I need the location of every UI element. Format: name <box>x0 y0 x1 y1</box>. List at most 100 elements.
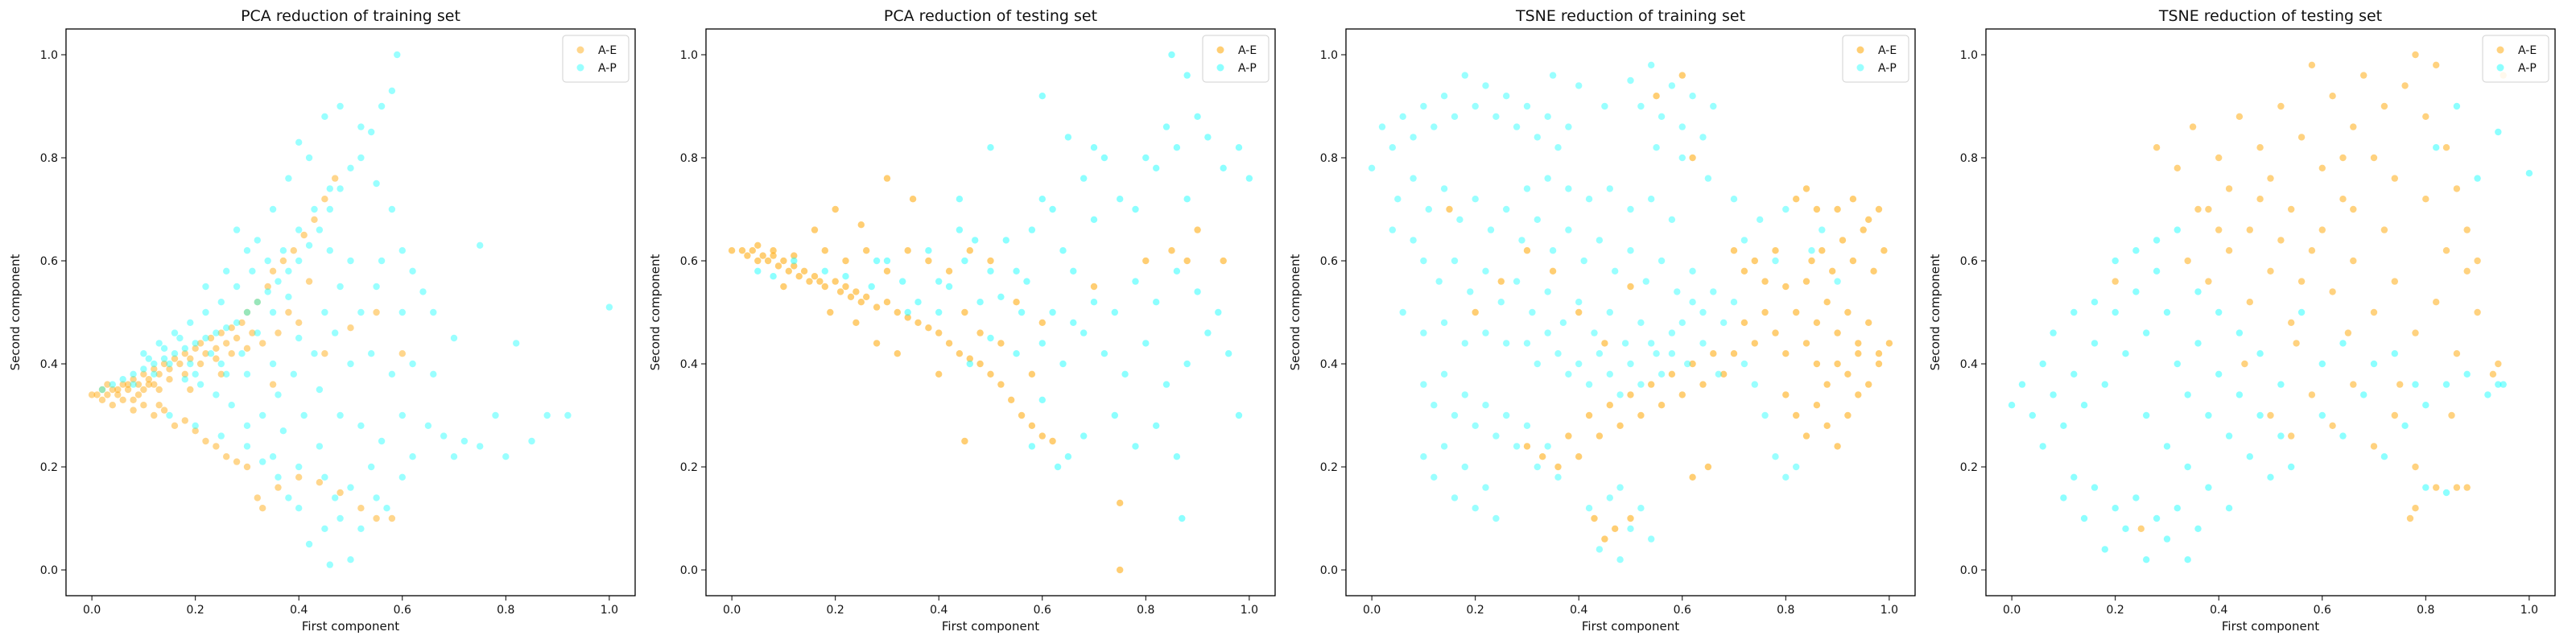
data-point <box>791 252 798 259</box>
data-point <box>1534 360 1542 368</box>
data-point <box>223 340 230 347</box>
legend: A-E A-P <box>2482 35 2549 83</box>
data-point <box>166 411 173 419</box>
data-point <box>140 365 147 373</box>
data-point <box>1575 453 1583 460</box>
data-point <box>192 422 199 429</box>
data-point <box>987 267 994 275</box>
data-point <box>98 396 106 403</box>
data-point <box>1049 437 1056 445</box>
data-point <box>1518 237 1525 244</box>
data-point <box>2235 113 2244 120</box>
data-point <box>1492 113 1500 120</box>
data-point <box>130 381 137 388</box>
data-point <box>1627 247 1634 254</box>
data-point <box>336 185 344 192</box>
data-point <box>1080 175 1088 182</box>
data-point <box>1627 360 1634 368</box>
data-point <box>904 308 911 316</box>
data-point <box>2370 443 2378 450</box>
data-point <box>2267 175 2274 182</box>
data-point <box>1117 499 1124 506</box>
data-point <box>2525 170 2533 177</box>
data-point <box>1013 267 1020 275</box>
data-point <box>2163 535 2171 543</box>
data-point <box>2442 381 2450 388</box>
data-point <box>1823 381 1831 388</box>
data-point <box>243 370 251 378</box>
data-point <box>326 561 333 568</box>
data-point <box>1818 226 1826 233</box>
data-point <box>238 319 246 326</box>
data-point <box>1596 546 1604 553</box>
y-axis-label: Second component <box>8 254 23 370</box>
data-point <box>321 473 328 481</box>
data-point <box>1813 205 1821 213</box>
data-point <box>2137 525 2145 532</box>
data-point <box>2060 494 2067 502</box>
data-point <box>233 334 241 342</box>
data-point <box>1710 350 1717 357</box>
data-point <box>213 329 220 336</box>
data-point <box>171 329 179 336</box>
data-point <box>2163 443 2171 450</box>
data-point <box>1503 411 1510 419</box>
data-point <box>336 514 344 522</box>
data-point <box>1612 525 1619 532</box>
y-tick-label: 1.0 <box>1960 49 1978 62</box>
data-point <box>883 175 891 182</box>
data-point <box>109 381 116 388</box>
data-point <box>1621 340 1629 347</box>
data-point <box>243 247 251 254</box>
x-tick-label: 0.4 <box>930 604 947 617</box>
legend-marker-a-e <box>576 46 584 54</box>
x-tick-label: 0.2 <box>2107 604 2124 617</box>
data-point <box>728 247 736 254</box>
data-point <box>1420 453 1427 460</box>
data-point <box>1461 463 1469 471</box>
data-point <box>2241 360 2248 368</box>
data-point <box>2422 196 2429 203</box>
data-point <box>1653 93 1660 100</box>
data-point <box>233 283 241 291</box>
data-point <box>1554 463 1562 471</box>
legend-label-a-p: A-P <box>598 62 617 75</box>
data-point <box>1235 411 1243 419</box>
data-point <box>217 360 225 368</box>
chart-title: TSNE reduction of training set <box>1515 7 1745 25</box>
data-point <box>1565 185 1572 192</box>
data-point <box>285 293 292 300</box>
data-point <box>1606 185 1614 192</box>
data-point <box>295 319 303 326</box>
data-point <box>1070 267 1077 275</box>
data-point <box>1534 216 1542 223</box>
data-point <box>2194 340 2202 347</box>
data-point <box>1580 257 1587 265</box>
data-point <box>1565 370 1572 378</box>
data-point <box>124 381 132 388</box>
data-point <box>1657 370 1666 378</box>
data-point <box>1616 556 1624 564</box>
data-point <box>1834 278 1841 285</box>
y-tick-label: 0.8 <box>40 152 58 165</box>
data-point <box>202 350 209 357</box>
data-point <box>1492 432 1500 440</box>
data-point <box>1689 154 1696 162</box>
data-point <box>956 226 964 233</box>
legend-marker-a-p <box>2496 64 2504 72</box>
data-point <box>1637 102 1645 110</box>
x-tick-label: 0.8 <box>1137 604 1154 617</box>
data-point <box>1637 411 1645 419</box>
data-point <box>1751 257 1758 265</box>
data-point <box>326 247 333 254</box>
data-point <box>1870 267 1877 275</box>
data-point <box>202 437 209 445</box>
data-point <box>966 355 974 362</box>
chart-title: PCA reduction of testing set <box>884 7 1097 25</box>
data-point <box>2189 123 2197 130</box>
data-point <box>1038 319 1046 326</box>
data-point <box>1565 432 1572 440</box>
data-point <box>1410 134 1417 141</box>
data-point <box>243 308 251 316</box>
data-point <box>1399 308 1406 316</box>
